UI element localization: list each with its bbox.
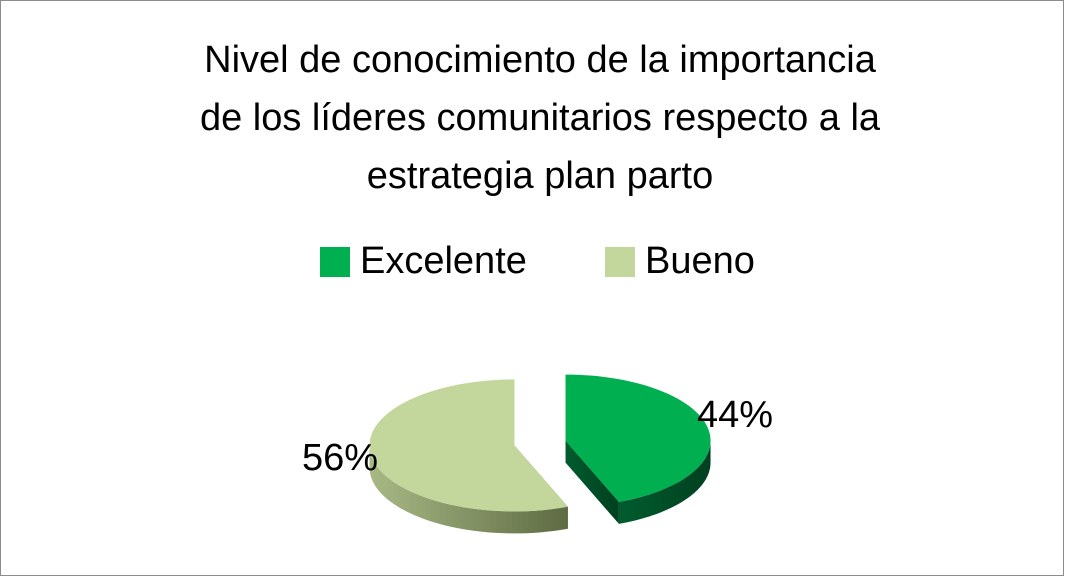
data-label: 56% [302,437,378,479]
data-label: 44% [697,394,773,436]
slice-top [565,374,711,502]
slice-side [618,440,711,524]
legend: Excelente Bueno [320,240,755,282]
chart-title: Nivel de conocimiento de la importancia d… [200,39,881,197]
title-line: de los líderes comunitarios respecto a l… [200,97,881,139]
pie: 44% 56% [302,374,773,534]
pie-slice [369,379,568,534]
legend-label: Bueno [645,240,755,282]
title-line: Nivel de conocimiento de la importancia [204,39,877,81]
pie-slice [565,374,711,524]
legend-swatch [605,247,635,277]
title-line: estrategia plan parto [367,155,713,197]
legend-label: Excelente [360,240,527,282]
legend-swatch [320,247,350,277]
slice-face [565,440,619,524]
slice-top [369,379,568,512]
slice-side [369,445,568,534]
